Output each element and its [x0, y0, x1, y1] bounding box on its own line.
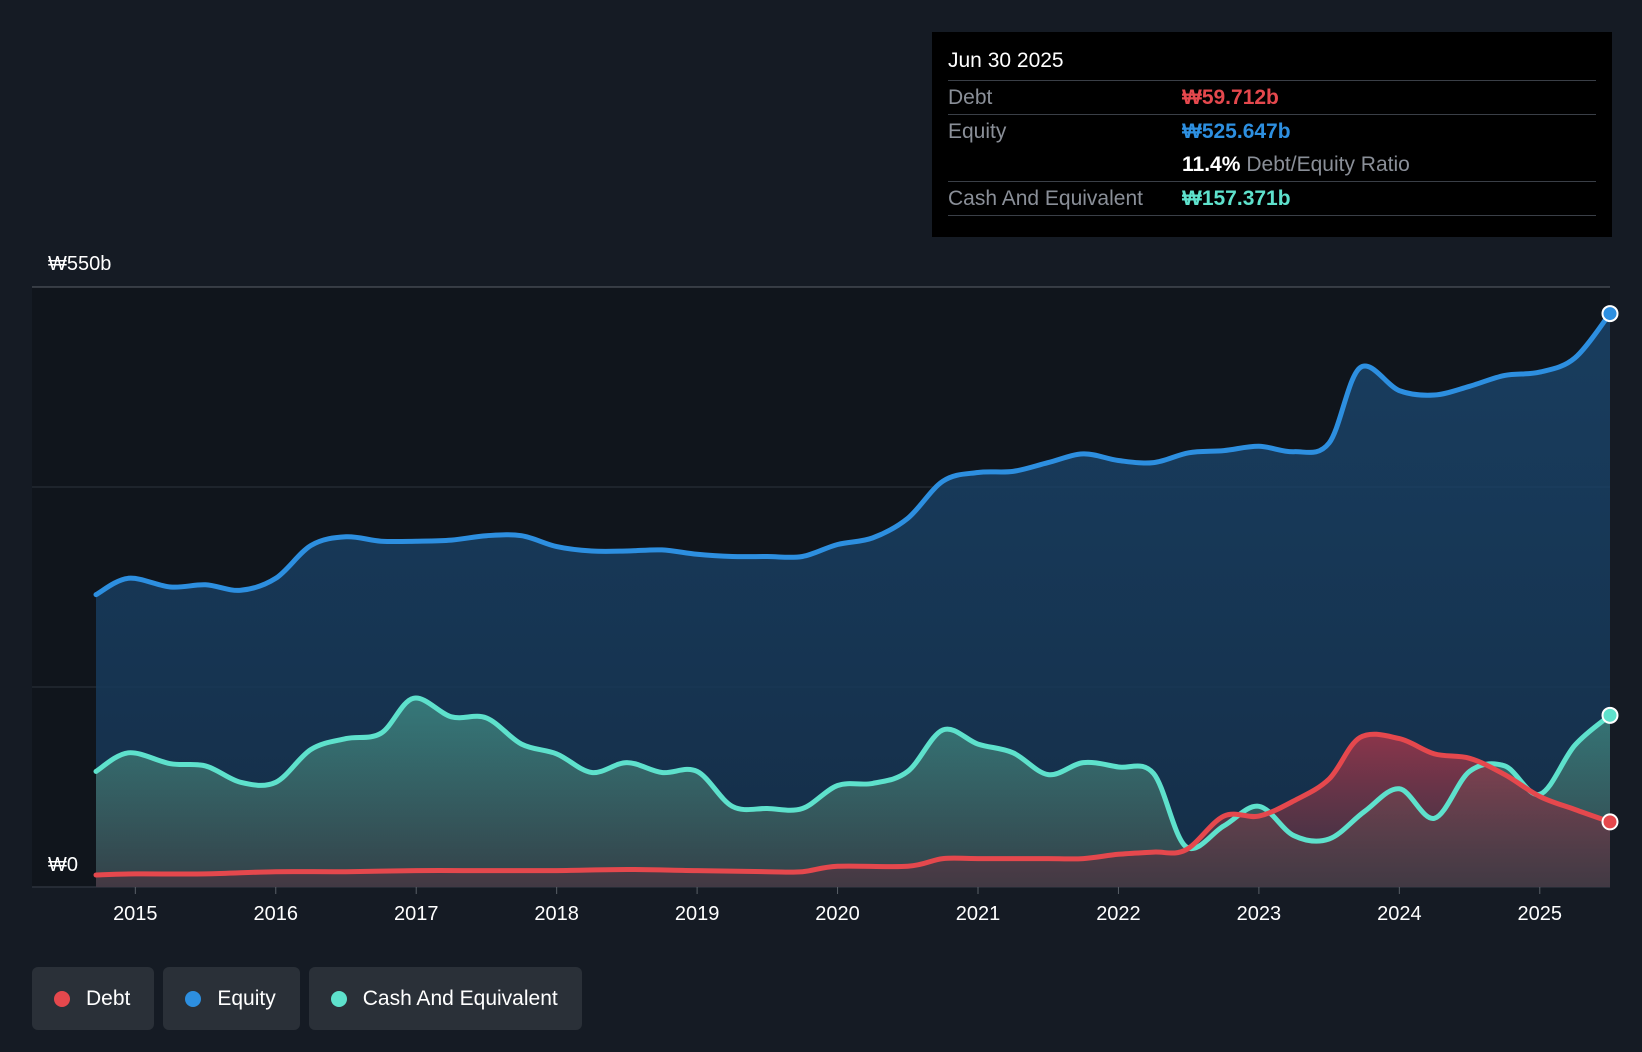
x-tick-label: 2023 — [1237, 903, 1282, 925]
series-endpoints — [1601, 305, 1619, 831]
equity-dot-icon — [185, 990, 202, 1007]
x-tick-label: 2017 — [394, 903, 439, 925]
equity-endpoint[interactable] — [1601, 305, 1619, 323]
legend-label-cash: Cash And Equivalent — [362, 986, 558, 1010]
tooltip-cash-label: Cash And Equivalent — [948, 186, 1143, 210]
tooltip-date: Jun 30 2025 — [948, 49, 1064, 72]
y-axis-top-label: ₩550b — [48, 253, 111, 275]
tooltip-equity-row: Equity ₩525.647b — [948, 114, 1596, 148]
tooltip-ratio-label: Debt/Equity Ratio — [1246, 152, 1410, 176]
x-tick-label: 2016 — [254, 903, 299, 925]
series-areas — [96, 313, 1610, 888]
x-tick-label: 2024 — [1377, 903, 1422, 925]
legend-label-debt: Debt — [86, 986, 131, 1010]
debt-dot-icon — [54, 990, 70, 1007]
equity-line — [93, 311, 1613, 598]
x-tick-label: 2018 — [534, 903, 579, 925]
legend-item-cash[interactable]: Cash And Equivalent — [308, 967, 582, 1030]
tooltip-ratio-row: 11.4% Debt/Equity Ratio — [948, 148, 1596, 181]
legend-label-equity: Equity — [217, 986, 276, 1010]
legend-item-debt[interactable]: Debt — [32, 967, 155, 1030]
x-axis: 2015 2016 2017 2018 2019 2020 2021 2022 2023 2024… — [113, 887, 1562, 925]
x-tick-label: 2019 — [675, 903, 720, 925]
x-tick-label: 2020 — [815, 903, 860, 925]
debt-area — [96, 734, 1610, 887]
tooltip-debt-value: ₩59.712b — [1182, 85, 1279, 109]
x-tick-label: 2022 — [1096, 903, 1141, 925]
cash-and-equivalent-line — [93, 695, 1613, 851]
series-lines — [93, 311, 1613, 878]
tooltip-cash-row: Cash And Equivalent ₩157.371b — [948, 181, 1596, 216]
tooltip-cash-value: ₩157.371b — [1182, 186, 1291, 210]
cash-dot-icon — [330, 990, 347, 1007]
y-axis-bottom-label: ₩0 — [48, 854, 78, 876]
legend-item-equity[interactable]: Equity — [163, 967, 300, 1030]
tooltip-equity-label: Equity — [948, 119, 1007, 143]
x-tick-label: 2015 — [113, 903, 158, 925]
cash-and-equivalent-endpoint[interactable] — [1601, 706, 1619, 724]
tooltip-ratio-value: 11.4% — [1182, 152, 1241, 176]
debt-line — [93, 731, 1613, 878]
x-tick-label: 2025 — [1518, 903, 1563, 925]
legend: Debt Equity Cash And Equivalent — [32, 967, 582, 1030]
tooltip: Jun 30 2025 Debt ₩59.712b Equity ₩525.64… — [932, 32, 1612, 237]
tooltip-equity-value: ₩525.647b — [1182, 119, 1291, 143]
tooltip-debt-label: Debt — [948, 85, 993, 109]
x-tick-label: 2021 — [956, 903, 1001, 925]
debt-endpoint[interactable] — [1601, 813, 1619, 831]
tooltip-debt-row: Debt ₩59.712b — [948, 80, 1596, 114]
